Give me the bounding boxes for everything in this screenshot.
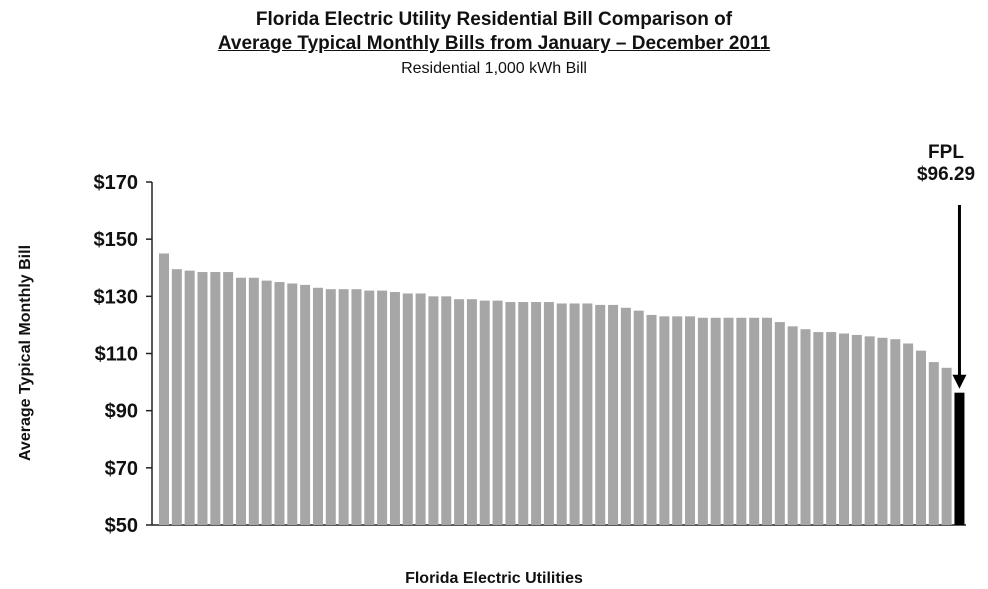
bar — [890, 339, 901, 525]
chart-title-line2: Average Typical Monthly Bills from Janua… — [217, 33, 771, 54]
bar — [428, 296, 439, 525]
fpl-callout-name: FPL — [928, 142, 964, 163]
bar — [659, 316, 670, 525]
y-tick-label: $110 — [95, 344, 138, 366]
bar — [774, 322, 785, 525]
bar — [389, 292, 400, 525]
y-tick-label: $150 — [94, 229, 139, 251]
bar — [710, 317, 721, 525]
bar — [556, 303, 567, 525]
y-tick-label: $50 — [105, 515, 138, 537]
bar — [518, 302, 529, 525]
bar — [762, 317, 773, 525]
bar — [261, 280, 272, 525]
bar — [287, 283, 298, 525]
bar — [441, 296, 452, 525]
bar — [159, 253, 169, 526]
y-tick-label: $70 — [105, 458, 138, 480]
bar — [300, 284, 311, 525]
fpl-callout: FPL $96.29 — [906, 142, 986, 186]
bar — [749, 317, 760, 525]
bar — [235, 277, 246, 525]
bar — [505, 302, 516, 525]
fpl-arrow-head — [952, 374, 967, 389]
bar — [864, 336, 875, 525]
bar — [248, 277, 259, 525]
bar — [851, 334, 862, 525]
bar — [351, 289, 362, 525]
bar — [492, 300, 503, 525]
bar — [364, 290, 375, 525]
bar — [184, 270, 195, 525]
bar — [608, 304, 619, 525]
bar — [620, 307, 631, 525]
bar — [928, 362, 939, 525]
bar — [415, 293, 426, 525]
bar — [402, 293, 413, 525]
chart-subtitle: Residential 1,000 kWh Bill — [401, 60, 587, 77]
bar — [826, 332, 837, 525]
bar — [941, 367, 952, 525]
bar — [800, 329, 811, 525]
bar — [646, 314, 657, 525]
bar — [685, 316, 696, 525]
bar — [838, 333, 849, 525]
bar — [813, 332, 824, 525]
chart-title-block: Florida Electric Utility Residential Bil… — [0, 8, 988, 80]
bar — [672, 316, 683, 525]
bar — [736, 317, 747, 525]
y-tick-label: $130 — [94, 286, 139, 308]
bar — [595, 304, 606, 525]
bar — [633, 310, 644, 525]
bar — [197, 272, 208, 525]
y-tick-label: $90 — [105, 401, 138, 423]
bar — [877, 337, 888, 525]
bar — [338, 289, 349, 525]
chart-title-line1: Florida Electric Utility Residential Bil… — [255, 9, 733, 30]
bar — [454, 299, 465, 525]
bar — [171, 269, 182, 525]
bar — [903, 343, 914, 525]
bar — [787, 326, 798, 525]
bar — [274, 282, 285, 525]
bar — [479, 300, 490, 525]
bar — [543, 302, 554, 525]
bar — [223, 272, 234, 525]
bar — [531, 302, 542, 525]
bar — [697, 317, 708, 525]
bar — [325, 289, 336, 525]
y-tick-label: $170 — [94, 172, 139, 194]
bar — [466, 299, 477, 525]
bar — [723, 317, 734, 525]
bar — [210, 272, 221, 525]
bar — [312, 287, 323, 525]
bar-fpl — [954, 392, 965, 525]
bar — [377, 290, 388, 525]
y-axis-label: Average Typical Monthly Bill — [17, 244, 34, 462]
bar — [569, 303, 580, 525]
x-axis-label: Florida Electric Utilities — [405, 570, 583, 587]
bar — [915, 350, 926, 525]
fpl-callout-value: $96.29 — [916, 164, 976, 185]
bar — [582, 303, 593, 525]
